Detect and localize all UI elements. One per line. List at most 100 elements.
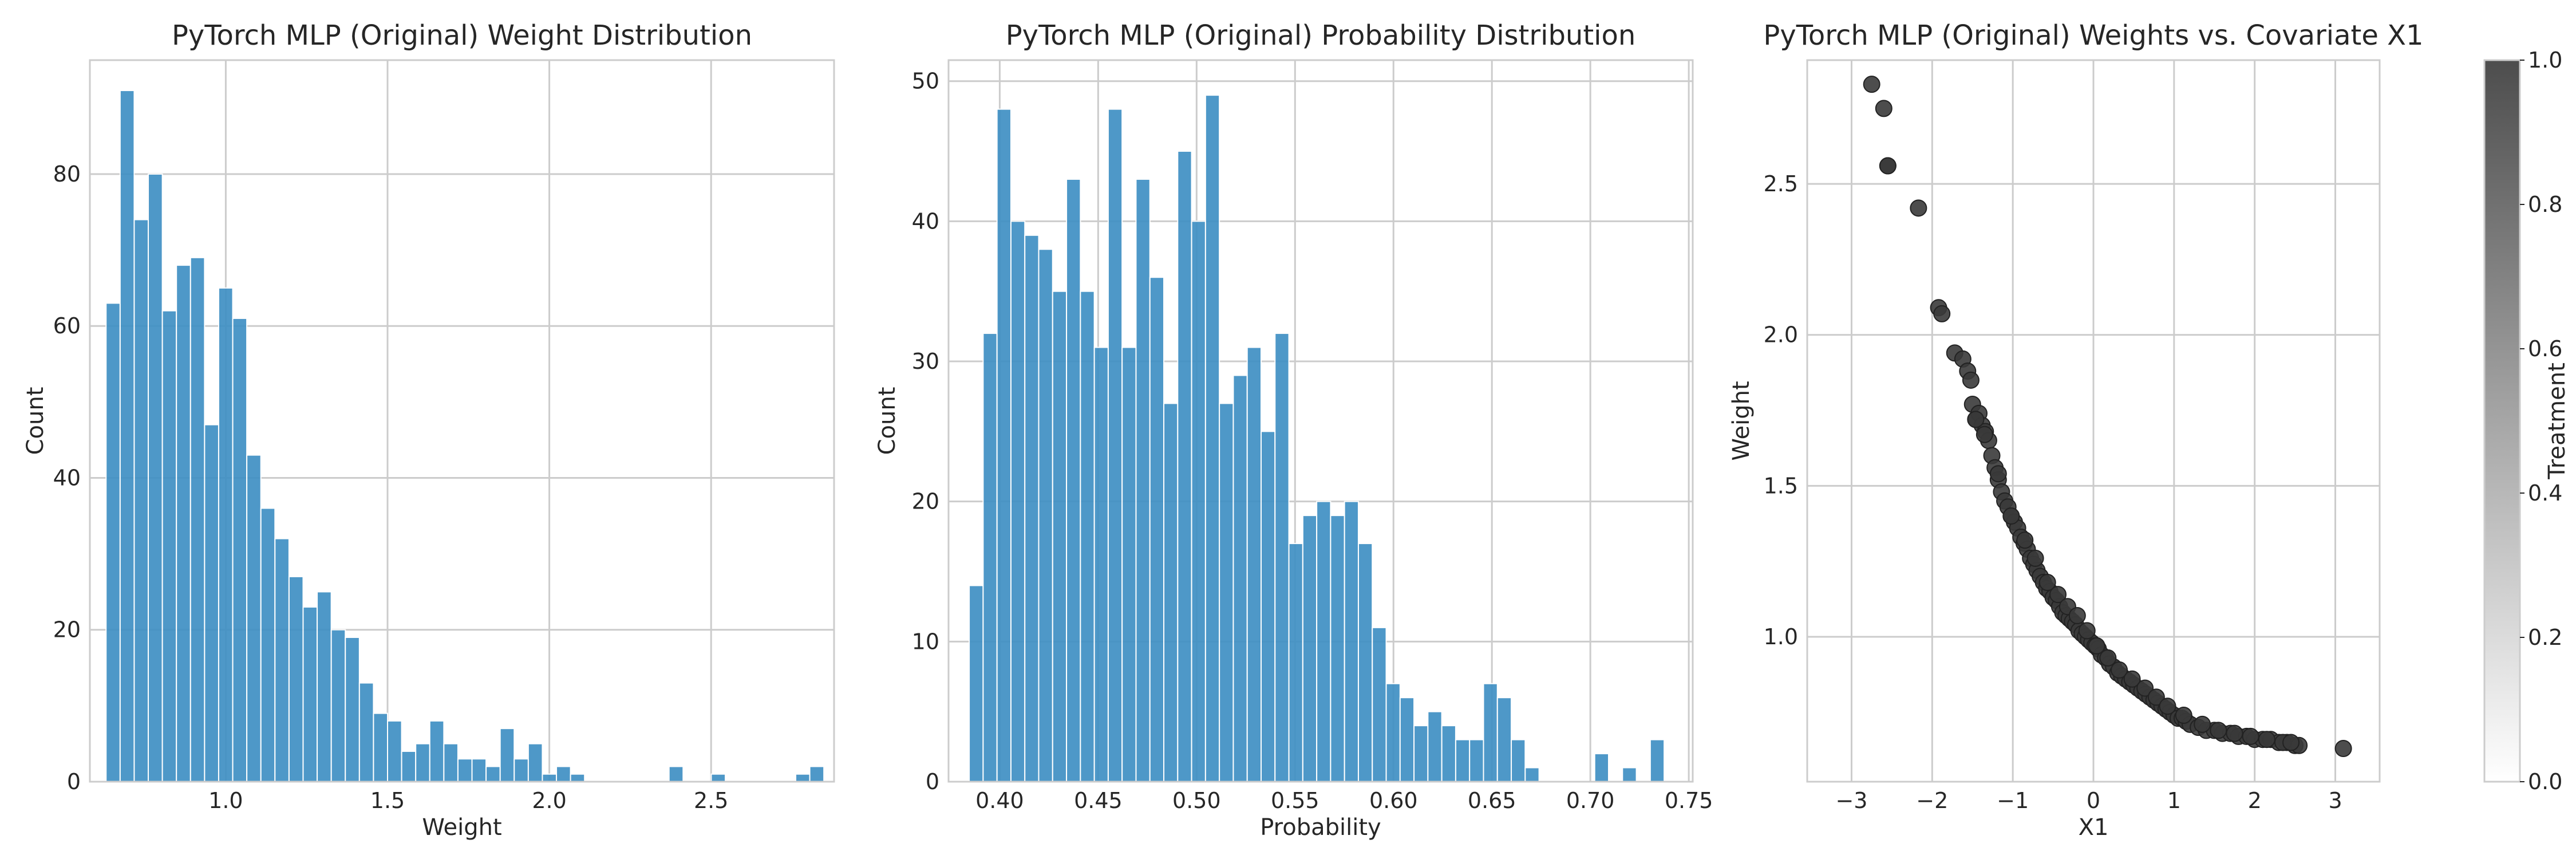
probability-xtick-label: 0.55 [1271,788,1319,813]
probability-histogram-bar [996,108,1012,782]
probability-histogram-bar [1496,697,1512,782]
colorbar-tick-label: 0.8 [2528,192,2562,217]
weight-histogram-bar [542,773,558,782]
scatter-ylabel: Weight [1728,381,1755,460]
weight-histogram-bar [246,454,262,782]
scatter-point [1933,305,1951,322]
probability-histogram-bar [1149,277,1165,782]
weight-histogram-bar [485,766,501,782]
weights-vs-x1-scatter: −3 −2 −1 0 1 2 3 1.0 1.5 2.0 2.5 PyTorch MLP (Ori… [1728,19,2570,841]
probability-histogram-bar [982,333,998,782]
weight-xtick-label: 1.0 [208,788,243,813]
probability-histogram-bar [1177,151,1192,782]
probability-xtick-label: 0.60 [1369,788,1418,813]
probability-histogram-ylabel: Count [874,387,900,455]
scatter-point [2175,707,2192,724]
scatter-point [1863,76,1880,93]
weight-histogram-bar [288,576,304,782]
weight-histogram-bar [429,720,445,783]
probability-histogram-bar [1121,346,1137,782]
weight-histogram-bar [570,773,586,782]
scatter-point [2099,649,2117,667]
scatter-ytick-label: 1.0 [1764,624,1798,649]
weight-histogram-bar [302,606,318,783]
scatter-point [2210,722,2227,739]
scatter-point [2038,574,2056,592]
probability-histogram-bar [1524,767,1540,782]
probability-xtick-label: 0.40 [975,788,1024,813]
scatter-xtick-label: 3 [2328,788,2342,813]
scatter-point [1910,199,1927,217]
probability-histogram-bar [1219,403,1234,782]
scatter-xtick-label: 2 [2248,788,2262,813]
weight-histogram-bar [176,265,191,782]
scatter-point [1967,411,1985,428]
probability-histogram-bar [1372,626,1387,782]
scatter-point [2159,698,2176,715]
probability-histogram-title: PyTorch MLP (Original) Probability Distr… [1006,19,1636,52]
probability-histogram-bar [1163,403,1179,782]
probability-histogram-bar [1344,501,1359,782]
scatter-xtick-label: −3 [1835,788,1867,813]
weight-histogram-bar [204,424,219,782]
probability-histogram-bar [1135,178,1151,782]
scatter-point [2258,731,2275,748]
probability-histogram-bar [1427,711,1443,783]
weight-histogram-bar [218,287,234,783]
scatter-point [1989,465,2007,483]
probability-histogram: 0.40 0.45 0.50 0.55 0.60 0.65 0.70 0.75 0 10 20 30… [874,19,1713,841]
scatter-point [2016,531,2034,549]
scatter-point [1962,371,1980,389]
weight-ytick-label: 20 [53,617,81,643]
weight-ytick-label: 60 [53,313,81,338]
weight-histogram-title: PyTorch MLP (Original) Weight Distributi… [172,19,752,52]
weight-histogram-bar [119,90,135,783]
weight-xtick-label: 2.0 [532,788,566,813]
scatter-point [2226,724,2243,742]
probability-histogram-bar [1483,683,1498,783]
scatter-ytick-label: 2.5 [1764,171,1798,196]
weight-ytick-label: 80 [53,161,81,187]
probability-histogram-bar [1357,543,1373,783]
colorbar-tick-label: 0.6 [2528,336,2562,361]
probability-histogram-bar [1288,543,1303,783]
probability-histogram-bar [1330,515,1345,782]
probability-histogram-bar [1093,346,1109,782]
weight-histogram-bar [710,773,726,782]
weight-histogram-bar [330,629,346,782]
scatter-point [1976,425,1993,443]
weight-histogram-bar [232,317,248,782]
scatter-point [2088,637,2105,655]
scatter-point [2111,661,2128,679]
probability-histogram-xlabel: Probability [1260,814,1381,841]
weight-xtick-label: 2.5 [694,788,728,813]
weight-histogram-bar [274,538,290,782]
weight-histogram-bar [133,219,149,782]
probability-histogram-bar [1441,725,1456,782]
scatter-xlabel: X1 [2079,814,2109,841]
probability-ytick-label: 40 [912,208,939,234]
weight-ytick-label: 40 [53,465,81,490]
weight-histogram-ylabel: Count [22,387,49,455]
weight-histogram-bar [373,712,388,783]
scatter-point [2282,734,2300,751]
probability-histogram-bar [1622,767,1637,782]
weight-histogram-frame [89,59,835,783]
colorbar-tick-label: 0.4 [2528,480,2562,506]
probability-histogram-bar [1246,346,1262,782]
colorbar-tick-label: 0.0 [2528,769,2562,794]
weight-histogram-bar [358,682,374,783]
scatter-point [2334,740,2352,758]
weight-histogram-xlabel: Weight [422,814,501,841]
probability-xtick-label: 0.70 [1566,788,1615,813]
scatter-point [2147,688,2165,706]
probability-histogram-bar [1469,739,1484,782]
probability-histogram-bar [1302,515,1318,782]
scatter-xtick-label: −2 [1916,788,1948,813]
weight-histogram-bar [527,743,543,782]
scatter-point [2049,586,2067,604]
weight-histogram-bar [105,302,121,782]
weight-histogram-bar [415,743,430,782]
weight-histogram-bar [161,310,177,782]
